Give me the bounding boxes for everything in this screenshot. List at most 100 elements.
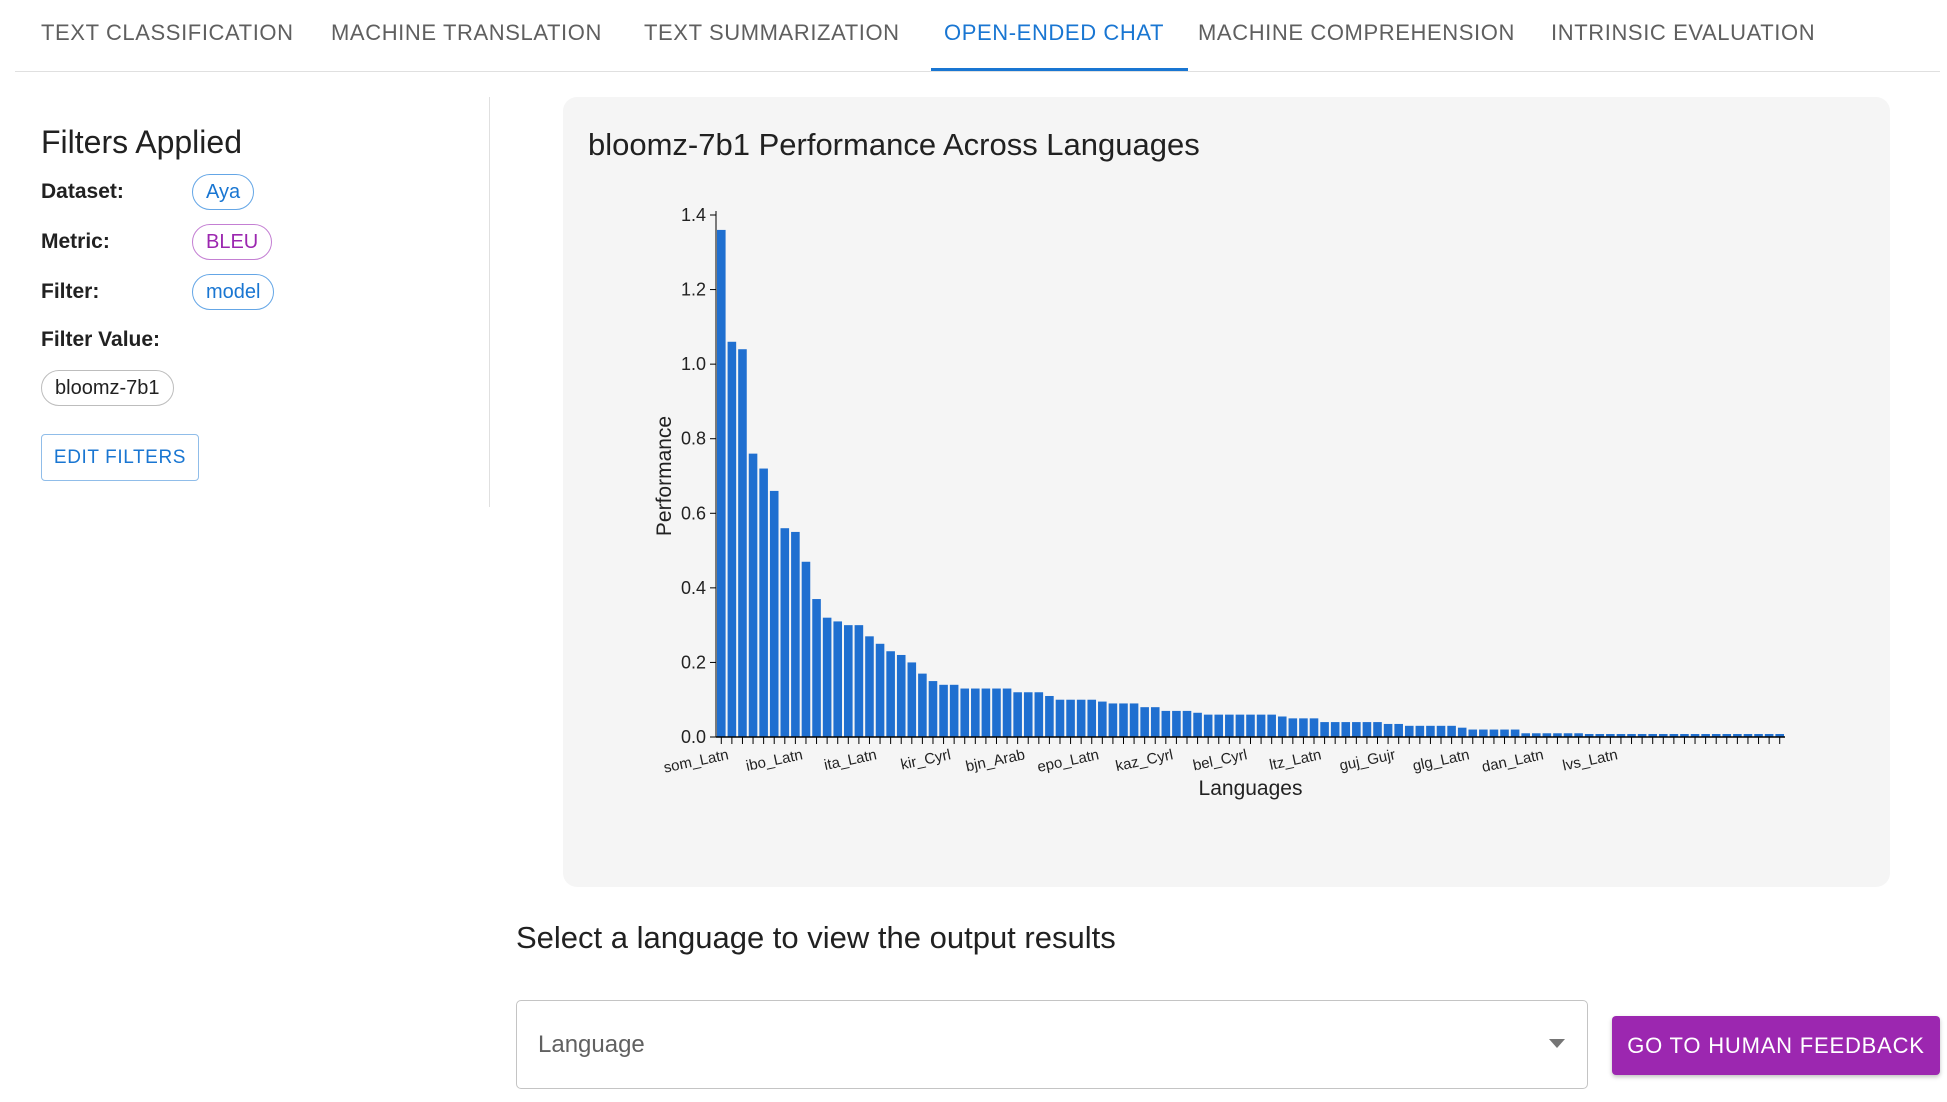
chart-bar	[844, 625, 853, 737]
filter-value-chip: bloomz-7b1	[41, 370, 174, 406]
tab-text-classification[interactable]: TEXT CLASSIFICATION	[41, 20, 294, 45]
y-tick-label: 0.0	[681, 727, 706, 747]
x-tick-label: ita_Latn	[823, 746, 879, 774]
chart-bar	[769, 490, 779, 737]
chart-bar	[1616, 734, 1626, 737]
filter-label: Filter:	[41, 280, 100, 303]
y-tick-label: 0.4	[681, 578, 706, 598]
chart-bar	[1404, 725, 1414, 737]
filter-value-label: Filter Value:	[41, 328, 161, 351]
chart-bar	[1743, 734, 1753, 737]
chart-bar	[1055, 699, 1065, 737]
chart-bar	[886, 651, 895, 737]
filters-title: Filters Applied	[41, 124, 242, 160]
panel-divider	[489, 97, 490, 507]
chart-bar	[1500, 729, 1509, 737]
chart-bar	[1489, 729, 1499, 737]
chart-bar	[1553, 733, 1562, 737]
chart-bar	[1415, 725, 1425, 737]
chart-bar	[1362, 722, 1372, 737]
chart-bar	[1542, 733, 1552, 737]
chart-bar	[1235, 714, 1245, 737]
chart-bar	[1733, 734, 1742, 737]
chart-bar	[1754, 734, 1763, 737]
chart-bar	[1288, 718, 1298, 737]
x-tick-label: som_Latn	[662, 746, 730, 776]
y-tick-label: 1.2	[681, 280, 706, 300]
chart-bar	[1267, 714, 1276, 737]
chart-bar	[1161, 710, 1171, 737]
tab-text-summarization[interactable]: TEXT SUMMARIZATION	[644, 20, 900, 45]
chart-bar	[1119, 703, 1128, 737]
chart-bar	[1584, 734, 1594, 737]
chart-bar	[1521, 733, 1530, 737]
metric-chip: BLEU	[192, 224, 273, 260]
chart-bar	[896, 654, 906, 737]
chart-bar	[822, 617, 832, 737]
chart-bar	[717, 229, 726, 737]
chart-bar	[1193, 712, 1202, 737]
chart-bar	[1076, 699, 1086, 737]
chart-bar	[1648, 734, 1657, 737]
tab-intrinsic-evaluation[interactable]: INTRINSIC EVALUATION	[1551, 20, 1816, 45]
tab-open-ended-chat[interactable]: OPEN-ENDED CHAT	[944, 20, 1165, 45]
chart-bar	[854, 625, 864, 737]
chart-bar	[1627, 734, 1636, 737]
chart-bar	[780, 528, 790, 737]
dataset-label: Dataset:	[41, 180, 124, 203]
chart-bar	[1098, 701, 1107, 737]
tab-machine-comprehension[interactable]: MACHINE COMPREHENSION	[1198, 20, 1515, 45]
chart-bar	[949, 684, 959, 737]
chart-bar	[1225, 714, 1234, 737]
chart-bar	[1690, 734, 1700, 737]
chart-bar	[801, 561, 811, 737]
chart-bar	[1595, 734, 1605, 737]
filter-chip: model	[192, 274, 275, 310]
chart-bar	[1722, 734, 1732, 737]
chart-bar	[1510, 729, 1520, 737]
chart-bar	[1023, 692, 1033, 737]
chart-title: bloomz-7b1 Performance Across Languages	[588, 127, 1200, 162]
x-tick-label: guj_Gujr	[1338, 746, 1397, 774]
chart-bar	[928, 681, 938, 737]
chart-bar	[1108, 703, 1118, 737]
chart-bar	[1457, 727, 1467, 737]
chart-bar	[1352, 722, 1361, 737]
chart-bar	[1129, 703, 1139, 737]
chart-bar	[1383, 723, 1393, 737]
tab-bar: TEXT CLASSIFICATION MACHINE TRANSLATION …	[15, 0, 1940, 72]
chart-bar	[939, 684, 948, 737]
chart-bar	[1531, 733, 1541, 737]
chart-bar	[1320, 722, 1329, 737]
chart-bar	[1330, 722, 1340, 737]
chart-bar	[1182, 710, 1192, 737]
chevron-down-icon	[1549, 1039, 1565, 1048]
performance-bar-chart: 0.0 0.2 0.4 0.6 0.8 1.0 1.2 1.4 som_Latn ibo_Latn…	[653, 205, 1785, 800]
chart-bar	[1341, 722, 1351, 737]
x-tick-label: ibo_Latn	[744, 746, 804, 775]
y-tick-label: 1.4	[681, 205, 706, 225]
chart-bar	[1479, 729, 1488, 737]
chart-bar	[1436, 725, 1446, 737]
chart-bar	[1045, 695, 1054, 737]
language-select[interactable]: Language	[516, 1000, 1588, 1089]
chart-bar	[1563, 733, 1573, 737]
chart-bar	[918, 673, 927, 737]
chart-bar	[1066, 699, 1075, 737]
chart-bar	[1373, 722, 1382, 737]
tab-machine-translation[interactable]: MACHINE TRANSLATION	[331, 20, 602, 45]
chart-bar	[1468, 729, 1478, 737]
x-tick-label: bjn_Arab	[964, 746, 1026, 775]
chart-bar	[1775, 734, 1784, 737]
chart-bar	[833, 621, 843, 737]
edit-filters-button[interactable]: EDIT FILTERS	[41, 434, 199, 481]
chart-bar	[738, 349, 747, 737]
go-to-human-feedback-button[interactable]: GO TO HUMAN FEEDBACK	[1612, 1016, 1940, 1075]
chart-bar	[1447, 725, 1456, 737]
x-tick-label: dan_Latn	[1480, 746, 1545, 776]
x-tick-label: kir_Cyrl	[899, 746, 952, 773]
chart-bar	[1002, 688, 1012, 737]
chart-bar	[875, 643, 885, 737]
y-tick-label: 0.6	[681, 503, 706, 523]
chart-bar	[759, 468, 768, 737]
